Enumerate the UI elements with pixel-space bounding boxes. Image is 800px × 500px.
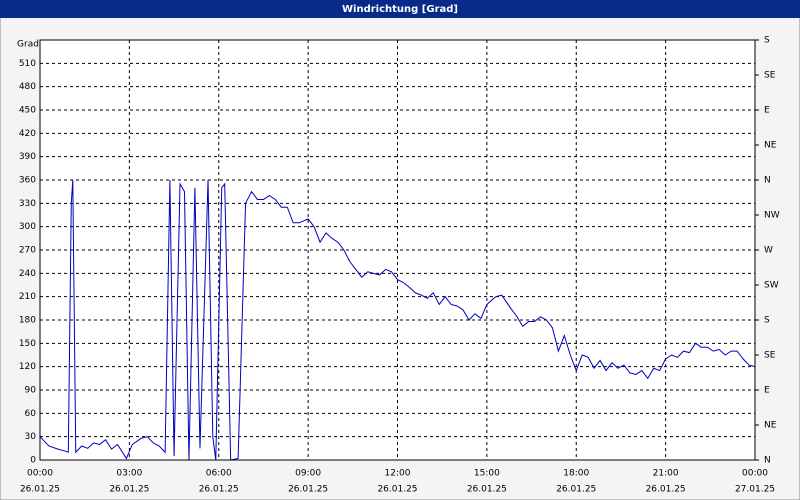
x-tick-label: 03:00 [116,469,142,479]
y2-tick-label: S [764,316,770,326]
y2-tick-label: N [764,176,771,186]
y-tick-label: 0 [30,456,36,466]
y2-tick-label: SE [764,71,776,81]
y-tick-label: 240 [19,269,36,279]
y-tick-label: 300 [19,222,36,232]
x-tick-label: 18:00 [563,469,589,479]
x-tick-label: 12:00 [385,469,411,479]
y-tick-label: 480 [19,82,36,92]
x-tick-date: 26.01.25 [20,485,60,495]
y-tick-label: 180 [19,316,36,326]
x-tick-date: 26.01.25 [199,485,239,495]
y-tick-label: 270 [19,246,36,256]
y-tick-label: 450 [19,106,36,116]
x-tick-date: 27.01.25 [735,485,775,495]
title-bar [0,0,800,18]
x-tick-label: 06:00 [206,469,232,479]
x-tick-label: 00:00 [742,469,768,479]
x-tick-date: 26.01.25 [467,485,507,495]
y2-tick-label: E [764,106,770,116]
y2-tick-label: SE [764,351,776,361]
y2-tick-label: N [764,456,771,466]
y-tick-label: 150 [19,339,36,349]
y-tick-label: 30 [25,432,37,442]
y-tick-label: 420 [19,129,36,139]
x-tick-label: 21:00 [653,469,679,479]
y-axis-label: Grad [17,40,39,50]
data-line [39,179,756,461]
y2-tick-label: E [764,386,770,396]
x-tick-date: 26.01.25 [288,485,328,495]
x-tick-date: 26.01.25 [109,485,149,495]
x-tick-date: 26.01.25 [377,485,417,495]
y2-tick-label: NW [764,211,780,221]
y-tick-label: 360 [19,176,36,186]
x-tick-date: 26.01.25 [646,485,686,495]
y2-tick-label: NE [764,141,777,151]
x-tick-label: 00:00 [27,469,53,479]
y2-tick-label: NE [764,421,777,431]
y-tick-label: 390 [19,152,36,162]
y2-tick-label: W [764,246,773,256]
chart-title: Windrichtung [Grad] [342,4,458,15]
x-tick-label: 09:00 [295,469,321,479]
y-tick-label: 330 [19,199,36,209]
y2-tick-label: SW [764,281,779,291]
y-tick-label: 510 [19,59,36,69]
x-tick-label: 15:00 [474,469,500,479]
y-tick-label: 60 [25,409,37,419]
y2-tick-label: S [764,36,770,46]
y-tick-label: 120 [19,362,36,372]
y-tick-label: 90 [25,386,37,396]
y-tick-label: 210 [19,292,36,302]
x-tick-date: 26.01.25 [556,485,596,495]
